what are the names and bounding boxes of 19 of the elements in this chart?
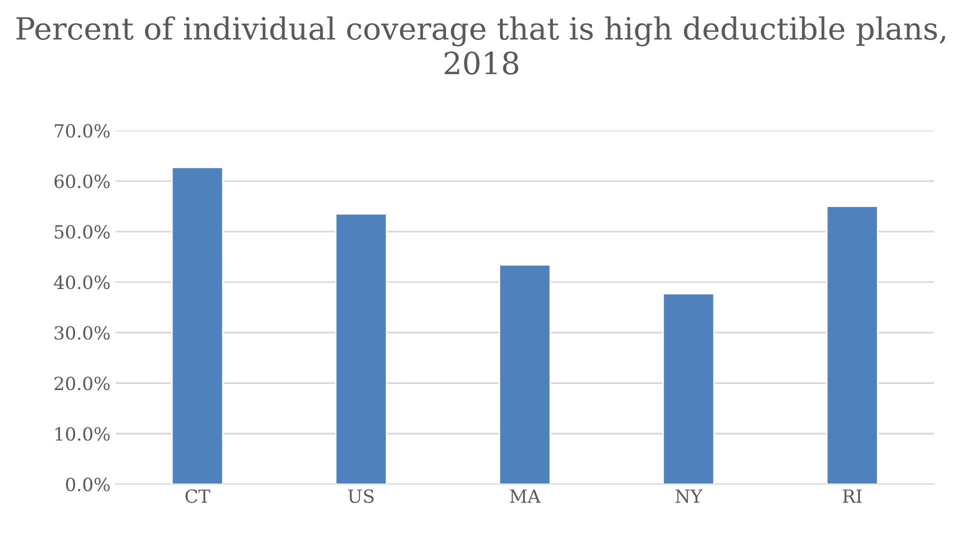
y-tick-label: 0.0% (66, 478, 110, 492)
x-tick-label: MA (510, 490, 541, 503)
chart-title: Percent of individual coverage that is high deductible plans, 2018 (16, 16, 946, 75)
y-tick-label: 20.0% (54, 376, 110, 390)
x-tick-label: RI (842, 490, 862, 503)
y-tick-label: 50.0% (54, 225, 110, 239)
bar (498, 264, 551, 484)
x-tick-label: NY (676, 490, 703, 503)
y-tick-label: 10.0% (56, 427, 110, 441)
y-tick-label: 60.0% (54, 174, 110, 188)
x-tick-label: US (348, 489, 374, 503)
bar (171, 166, 224, 484)
y-tick-label: 40.0% (54, 276, 110, 290)
y-tick-label: 70.0% (54, 124, 110, 138)
bar (335, 213, 388, 484)
y-tick-label: 30.0% (54, 326, 110, 340)
bar (826, 206, 878, 484)
bar (662, 293, 715, 484)
x-tick-label: CT (186, 489, 210, 503)
